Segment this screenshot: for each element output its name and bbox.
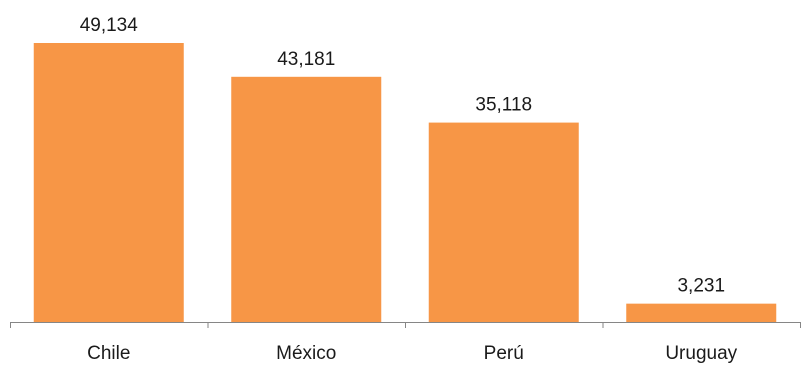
data-label-mexico: 43,181 <box>277 49 335 70</box>
x-tick-label-peru: Perú <box>484 343 524 364</box>
data-label-peru: 35,118 <box>475 95 532 116</box>
bar-mexico <box>231 76 382 322</box>
x-tick-label-chile: Chile <box>87 343 130 364</box>
data-label-chile: 49,134 <box>80 15 139 36</box>
x-tick-label-uruguay: Uruguay <box>665 343 737 364</box>
x-axis <box>10 322 801 328</box>
labels-layer: 49,134 Chile 43,181 México 35,118 Perú 3,231 Ur… <box>80 15 738 364</box>
bar-chile <box>33 43 184 322</box>
bars-layer <box>33 43 777 322</box>
bar-uruguay <box>626 303 777 322</box>
bar-peru <box>428 122 579 322</box>
data-label-uruguay: 3,231 <box>677 276 725 297</box>
x-tick-label-mexico: México <box>276 343 336 364</box>
